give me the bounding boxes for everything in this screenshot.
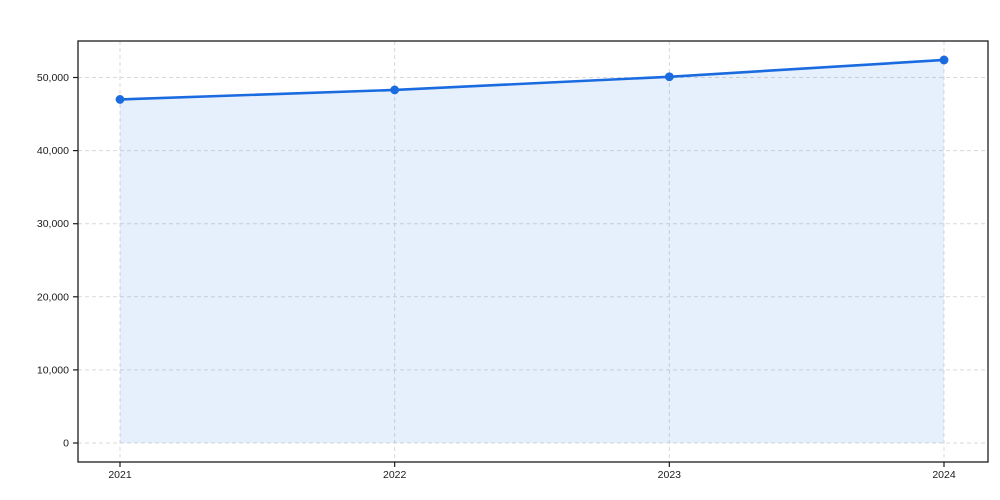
- x-tick-label: 2022: [383, 469, 407, 481]
- y-tick-label: 40,000: [37, 145, 69, 157]
- data-point-marker: [115, 95, 125, 104]
- y-tick-label: 10,000: [37, 364, 69, 376]
- x-tick-label: 2021: [108, 469, 132, 481]
- plot-spines: [77, 40, 989, 463]
- x-tick-label: 2023: [658, 469, 682, 481]
- data-point-marker: [664, 72, 674, 82]
- data-point-marker: [939, 55, 949, 65]
- y-tick-label: 50,000: [37, 72, 69, 84]
- y-tick-label: 30,000: [37, 218, 69, 230]
- y-tick-label: 20,000: [37, 291, 69, 303]
- gridlines: [78, 41, 988, 462]
- data-point-marker: [390, 85, 400, 95]
- y-tick-label: 0: [63, 438, 69, 450]
- tick-labels: 2021 2022 2023 2024 0 10,000 20,000 30,000 40,00…: [37, 72, 956, 481]
- tick-marks: [73, 76, 945, 467]
- line-series: [118, 58, 946, 101]
- x-tick-label: 2024: [932, 469, 956, 481]
- area-fill: [120, 59, 944, 444]
